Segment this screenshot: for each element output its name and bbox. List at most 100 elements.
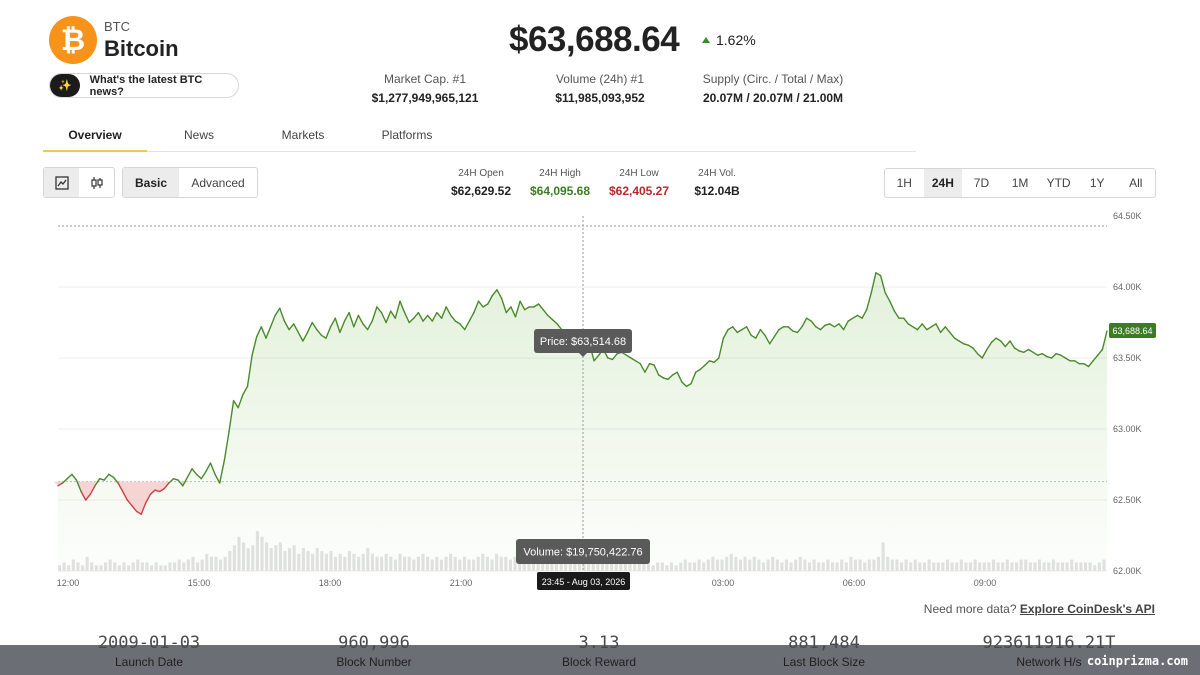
range-ytd-button[interactable]: YTD bbox=[1046, 176, 1071, 190]
price-line-segment bbox=[353, 314, 360, 328]
price-line-segment bbox=[750, 334, 757, 339]
tab-news[interactable]: News bbox=[183, 128, 214, 142]
current-price-tag: 63,688.64 bbox=[1112, 326, 1152, 336]
price-line-segment bbox=[223, 431, 230, 461]
price-line-segment bbox=[71, 473, 78, 481]
below-open-area bbox=[53, 481, 225, 515]
volume-value: $11,985,093,952 bbox=[555, 91, 645, 105]
footer-stat-block-size: 881,484 Last Block Size bbox=[724, 633, 924, 669]
tab-markets[interactable]: Markets bbox=[281, 128, 325, 142]
price-line-segment bbox=[953, 337, 960, 342]
price-line-segment bbox=[117, 482, 124, 493]
price-line-segment bbox=[242, 385, 249, 396]
price-line-segment bbox=[256, 326, 262, 338]
range-1m-button[interactable]: 1M bbox=[1011, 176, 1029, 190]
range-7d-button[interactable]: 7D bbox=[973, 176, 990, 190]
price-line-segment bbox=[1023, 348, 1030, 354]
price-line-segment bbox=[366, 320, 373, 331]
range-1y-button[interactable]: 1Y bbox=[1089, 176, 1105, 190]
price-line-segment bbox=[339, 320, 346, 334]
price-line-segment bbox=[745, 326, 752, 337]
price-line-segment bbox=[186, 468, 193, 478]
price-tooltip-pointer bbox=[579, 353, 587, 357]
open-label: 24H Open bbox=[458, 168, 504, 179]
price-line-segment bbox=[741, 326, 748, 331]
price-line-segment bbox=[718, 337, 725, 359]
price-line-segment bbox=[154, 489, 161, 493]
price-line-segment bbox=[121, 490, 129, 501]
range-24h-button[interactable]: 24H bbox=[923, 169, 963, 197]
price-line-segment bbox=[653, 364, 660, 376]
candlestick-button[interactable] bbox=[79, 168, 114, 197]
price-line-segment bbox=[893, 310, 900, 319]
price-line-segment bbox=[732, 326, 738, 334]
price-line-segment bbox=[792, 330, 799, 334]
low-stat: 24H Low $62,405.27 bbox=[600, 168, 678, 198]
price-line-segment bbox=[727, 326, 734, 331]
price-line-segment bbox=[1087, 360, 1094, 368]
price-line-segment bbox=[815, 326, 822, 331]
coin-symbol: BTC bbox=[104, 19, 130, 34]
price-line-segment bbox=[805, 317, 812, 322]
price-line-segment bbox=[172, 478, 179, 481]
price-line-segment bbox=[57, 482, 64, 487]
line-chart-icon bbox=[54, 175, 69, 190]
up-arrow-icon bbox=[702, 37, 710, 43]
price-line-segment bbox=[829, 323, 836, 328]
price-line-segment bbox=[722, 328, 729, 339]
price-line-segment bbox=[84, 493, 92, 501]
y-tick-label: 64.00K bbox=[1113, 282, 1142, 292]
price-line-segment bbox=[1041, 352, 1048, 358]
price-line-segment bbox=[473, 300, 480, 314]
price-line-segment bbox=[856, 314, 863, 319]
price-line-segment bbox=[283, 320, 290, 331]
line-chart-button[interactable] bbox=[44, 168, 79, 197]
price-line-segment bbox=[505, 306, 512, 314]
price-line-segment bbox=[182, 476, 189, 487]
basic-mode-button[interactable]: Basic bbox=[123, 168, 179, 197]
price-line-segment bbox=[889, 300, 896, 312]
range-1h-button[interactable]: 1H bbox=[896, 176, 912, 190]
y-tick-label: 64.50K bbox=[1113, 211, 1142, 221]
price-line-segment bbox=[145, 493, 152, 504]
tab-platforms[interactable]: Platforms bbox=[381, 128, 433, 142]
footer-stat-block-number: 960,996 Block Number bbox=[274, 633, 474, 669]
price-line-segment bbox=[177, 479, 184, 487]
price-line-segment bbox=[764, 334, 771, 345]
price-chart[interactable]: 64.50K 64.00K 63.50K 63.00K 62.50K 62.00K 12:0… bbox=[0, 205, 1200, 600]
price-line-segment bbox=[1101, 330, 1108, 351]
hashrate-value: 923611916.21T bbox=[982, 633, 1116, 653]
time-tooltip-box bbox=[537, 572, 630, 590]
price-line-segment bbox=[403, 311, 410, 324]
price-line-segment bbox=[939, 326, 946, 334]
price-line-segment bbox=[787, 326, 794, 332]
price-line-segment bbox=[1032, 351, 1039, 356]
footer-stat-hashrate: 923611916.21T Network H/s bbox=[949, 633, 1149, 669]
price-tooltip-box bbox=[534, 329, 632, 353]
block-reward-label: Block Reward bbox=[561, 655, 637, 669]
price-line-segment bbox=[685, 382, 692, 388]
explore-api-link[interactable]: Explore CoinDesk's API bbox=[1019, 602, 1155, 616]
price-line-segment bbox=[930, 323, 937, 328]
price-line-segment bbox=[884, 291, 891, 302]
price-line-segment bbox=[394, 300, 401, 319]
tab-overview[interactable]: Overview bbox=[43, 120, 147, 152]
price-line-segment bbox=[1000, 340, 1006, 348]
advanced-mode-button[interactable]: Advanced bbox=[191, 175, 245, 190]
market-cap-value: $1,277,949,965,121 bbox=[371, 91, 479, 105]
price-line-segment bbox=[440, 306, 447, 319]
range-all-button[interactable]: All bbox=[1129, 176, 1143, 190]
price-line-segment bbox=[625, 354, 632, 359]
main-tabs: Overview News Markets Platforms bbox=[43, 120, 916, 152]
footer-stat-launch-date: 2009-01-03 Launch Date bbox=[49, 633, 249, 669]
price-line-segment bbox=[662, 377, 669, 381]
latest-news-button[interactable]: ✨ What's the latest BTC news? bbox=[49, 73, 239, 98]
price-line-segment bbox=[852, 314, 859, 319]
price-line-segment bbox=[140, 502, 147, 515]
price-line-segment bbox=[311, 321, 318, 331]
price-line-segment bbox=[699, 364, 706, 371]
price-line-segment bbox=[274, 307, 281, 317]
price-line-segment bbox=[944, 326, 951, 334]
price-line-segment bbox=[218, 459, 226, 484]
price-line-segment bbox=[736, 328, 743, 334]
